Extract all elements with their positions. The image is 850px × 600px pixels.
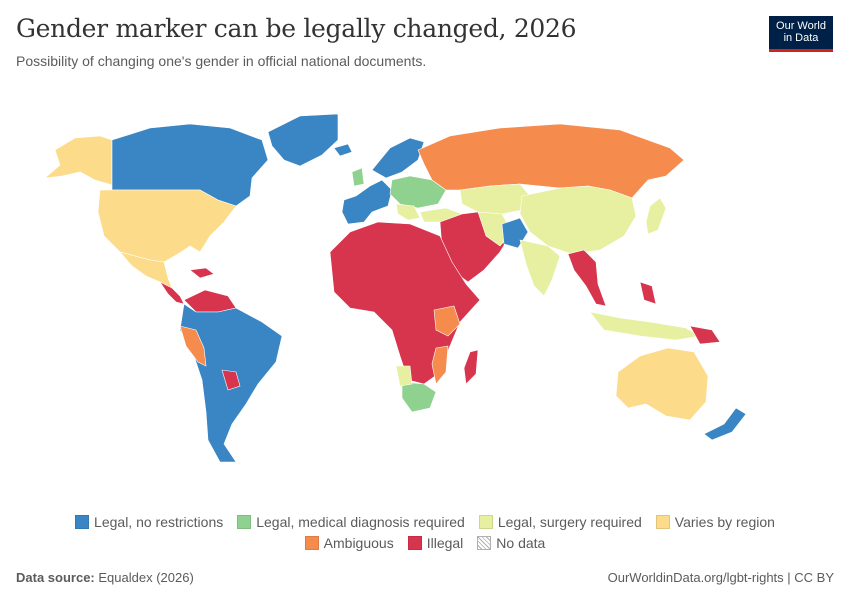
region-eastern-europe[interactable]	[389, 175, 447, 209]
region-greenland[interactable]	[267, 113, 339, 167]
chart-subtitle: Possibility of changing one's gender in …	[16, 53, 427, 69]
legend-item-ambiguous[interactable]: Ambiguous	[304, 535, 394, 551]
region-southern-africa[interactable]	[401, 381, 437, 413]
credit-link[interactable]: OurWorldinData.org/lgbt-rights | CC BY	[607, 570, 834, 585]
region-australia[interactable]	[615, 347, 709, 421]
logo-line-1: Our World	[776, 20, 826, 32]
region-caribbean[interactable]	[189, 267, 215, 279]
region-india[interactable]	[519, 239, 561, 297]
region-central-america[interactable]	[159, 281, 185, 305]
region-north-africa[interactable]	[329, 221, 481, 385]
region-indonesia[interactable]	[589, 311, 701, 341]
logo-line-2: in Data	[783, 32, 819, 44]
region-myanmar-thailand[interactable]	[567, 249, 607, 307]
legend-label: No data	[496, 535, 546, 551]
legend-swatch	[75, 515, 90, 529]
legend-swatch	[237, 515, 252, 529]
source-label: Data source:	[16, 570, 95, 585]
legend-label: Ambiguous	[323, 535, 394, 551]
legend-swatch	[407, 536, 422, 550]
region-namibia[interactable]	[395, 365, 413, 387]
region-png[interactable]	[689, 325, 721, 345]
region-north-south-america[interactable]	[183, 289, 237, 313]
region-paraguay[interactable]	[221, 369, 241, 391]
legend-label: Illegal	[426, 535, 464, 551]
region-uk[interactable]	[351, 167, 365, 187]
region-peru[interactable]	[179, 325, 207, 367]
legend-row-1: Legal, no restrictions Legal, medical dia…	[0, 514, 850, 530]
legend-swatch	[478, 515, 493, 529]
source-value[interactable]: Equaldex (2026)	[98, 570, 194, 585]
region-new-zealand[interactable]	[703, 407, 747, 441]
legend: Legal, no restrictions Legal, medical dia…	[0, 514, 850, 556]
region-mozambique[interactable]	[431, 345, 449, 385]
legend-swatch	[477, 536, 492, 550]
region-alaska[interactable]	[44, 135, 113, 186]
region-madagascar[interactable]	[463, 349, 479, 385]
legend-item-legal-medical[interactable]: Legal, medical diagnosis required	[237, 514, 465, 530]
legend-item-legal-no-restrictions[interactable]: Legal, no restrictions	[75, 514, 223, 530]
region-usa[interactable]	[97, 189, 237, 263]
legend-label: Legal, surgery required	[497, 514, 642, 530]
chart-title: Gender marker can be legally changed, 20…	[16, 14, 577, 43]
world-map	[44, 113, 747, 463]
logo-accent-bar	[769, 49, 833, 52]
region-china[interactable]	[519, 185, 637, 255]
legend-label: Legal, no restrictions	[94, 514, 224, 530]
region-central-asia[interactable]	[459, 183, 531, 215]
legend-item-illegal[interactable]: Illegal	[407, 535, 464, 551]
region-east-africa[interactable]	[433, 305, 461, 337]
legend-swatch	[304, 536, 319, 550]
legend-item-legal-surgery[interactable]: Legal, surgery required	[478, 514, 642, 530]
owid-logo[interactable]: Our World in Data	[769, 16, 833, 52]
legend-label: Varies by region	[674, 514, 775, 530]
region-western-europe[interactable]	[341, 179, 393, 225]
region-russia[interactable]	[417, 123, 685, 199]
legend-swatch	[655, 515, 670, 529]
region-iceland[interactable]	[333, 143, 353, 157]
legend-label: Legal, medical diagnosis required	[256, 514, 465, 530]
region-philippines[interactable]	[639, 281, 657, 305]
data-source: Data source: Equaldex (2026)	[16, 570, 194, 585]
legend-item-varies[interactable]: Varies by region	[655, 514, 775, 530]
region-scandinavia[interactable]	[371, 137, 425, 179]
legend-item-no-data[interactable]: No data	[477, 535, 545, 551]
legend-row-2: Ambiguous Illegal No data	[0, 535, 850, 551]
region-japan[interactable]	[645, 197, 667, 235]
region-balkans[interactable]	[395, 203, 421, 221]
